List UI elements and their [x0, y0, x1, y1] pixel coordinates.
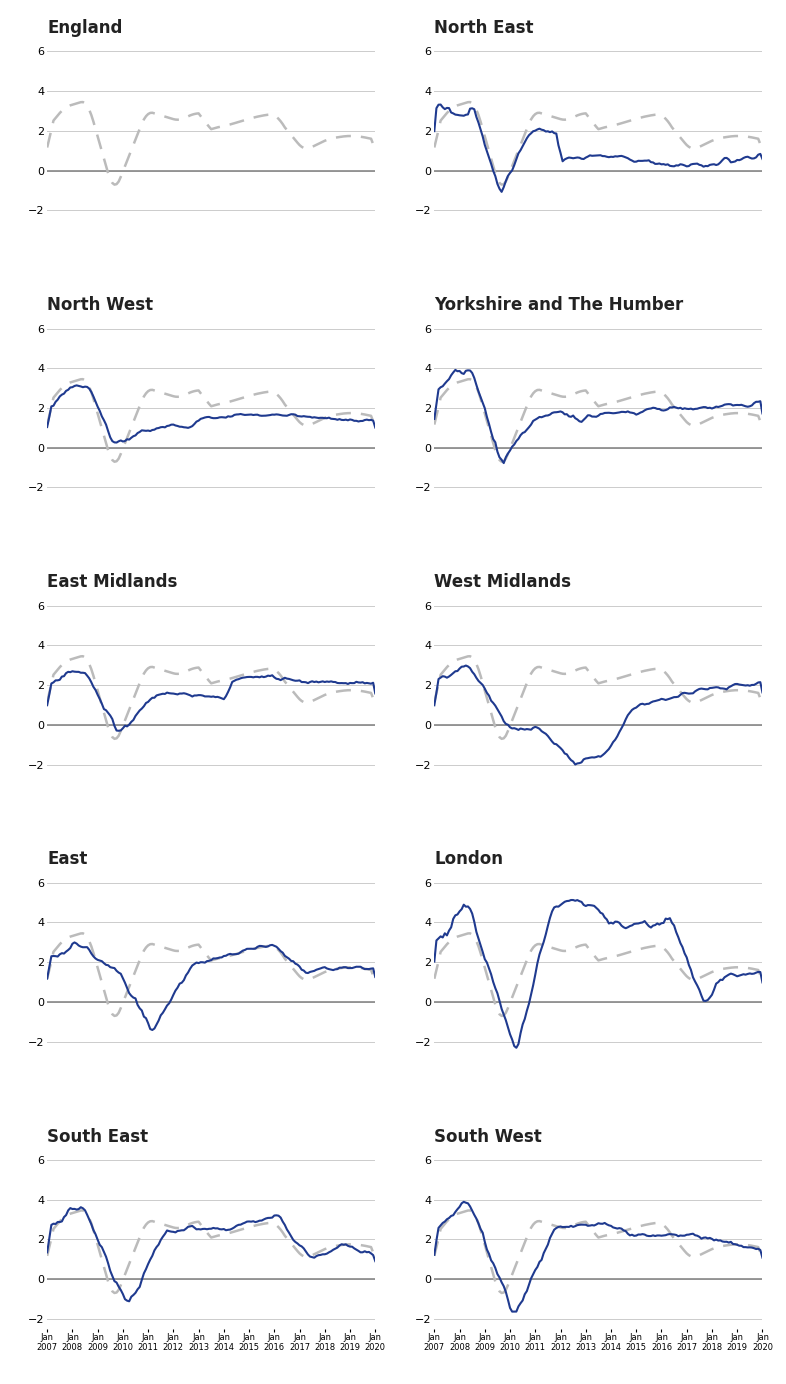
Text: West Midlands: West Midlands — [435, 573, 571, 591]
Text: North East: North East — [435, 19, 534, 37]
Text: London: London — [435, 850, 503, 868]
Text: North West: North West — [47, 296, 153, 314]
Text: South West: South West — [435, 1128, 542, 1146]
Text: Yorkshire and The Humber: Yorkshire and The Humber — [435, 296, 684, 314]
Text: England: England — [47, 19, 123, 37]
Text: East: East — [47, 850, 87, 868]
Text: South East: South East — [47, 1128, 149, 1146]
Text: East Midlands: East Midlands — [47, 573, 178, 591]
